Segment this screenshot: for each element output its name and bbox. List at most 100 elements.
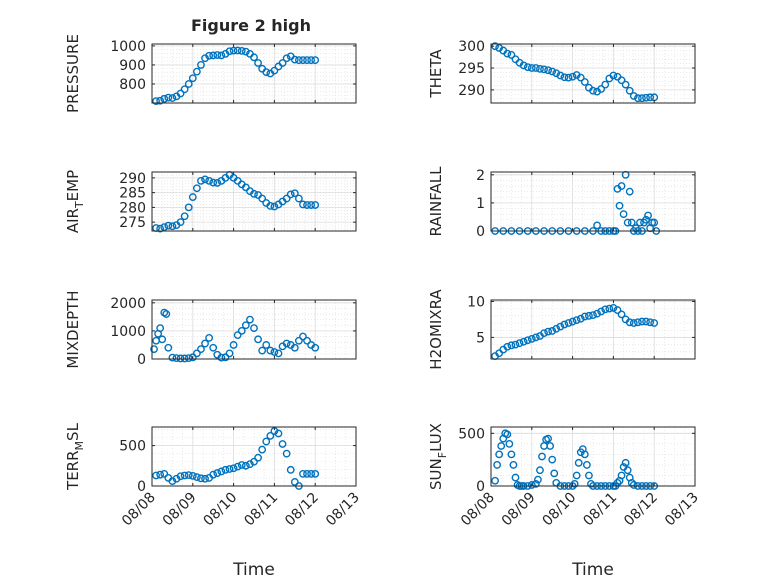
theta-point: [568, 72, 577, 81]
air-temp-point: [164, 221, 173, 230]
air-temp-point: [241, 183, 250, 192]
sun-flux-xtick-label: 08/13: [662, 490, 702, 530]
theta-point: [560, 73, 569, 82]
sun-flux-ytick-label: 500: [458, 426, 485, 442]
theta-ytick-label: 300: [458, 39, 485, 55]
subplot-h2omixra: 5 10 H2OMIXRA: [427, 289, 696, 370]
sun-flux-point: [585, 471, 593, 480]
air-temp-point: [192, 184, 201, 193]
air-temp-axes-box: [151, 171, 357, 232]
sun-flux-point: [548, 455, 557, 464]
pressure-point: [188, 74, 197, 83]
terr-msl-point: [188, 471, 197, 480]
air-temp-ytick-label: 280: [119, 200, 146, 216]
theta-point: [601, 80, 610, 89]
rainfall-ytick-label: 1: [476, 196, 485, 212]
terr-msl-ytick-label: 500: [119, 439, 146, 455]
rainfall-point: [636, 218, 644, 227]
mixdepth-point: [237, 327, 246, 335]
mixdepth-point: [158, 335, 167, 344]
h2omixra-series: [491, 304, 659, 361]
h2omixra-point: [638, 317, 646, 326]
h2omixra-point: [540, 329, 548, 337]
terr-msl-xtick-label: 08/10: [201, 490, 241, 530]
sun-flux-point: [507, 450, 516, 459]
terr-msl-xtick-label: 08/13: [323, 490, 363, 530]
mixdepth-point: [201, 339, 209, 348]
mixdepth-plot-area: [152, 300, 356, 359]
pressure-point: [164, 93, 173, 102]
terr-msl-point: [209, 470, 218, 479]
h2omixra-point: [527, 334, 536, 343]
terr-msl-point: [299, 469, 307, 478]
mixdepth-point: [303, 336, 311, 345]
sun-flux-xtick-label: 08/10: [540, 490, 580, 530]
pressure-plot-area: [152, 44, 356, 103]
pressure-point: [213, 51, 222, 59]
pressure-point: [184, 80, 193, 88]
terr-msl-point: [262, 437, 271, 446]
theta-point: [503, 49, 512, 58]
mixdepth-point: [205, 334, 214, 342]
mixdepth-point: [168, 353, 177, 362]
air-temp-point: [258, 194, 267, 203]
pressure-point: [160, 94, 169, 103]
terr-msl-point: [156, 470, 165, 479]
pressure-point: [299, 56, 307, 65]
mixdepth-ylabel: MIXDEPTH: [64, 290, 82, 368]
air-temp-point: [197, 176, 205, 185]
theta-point: [589, 86, 597, 95]
terr-msl-point: [225, 465, 234, 473]
theta-point: [597, 85, 606, 93]
pressure-point: [152, 97, 160, 105]
terr-msl-point: [266, 431, 275, 440]
theta-point: [576, 73, 585, 82]
terr-msl-point: [201, 474, 209, 483]
sun-flux-point: [509, 461, 518, 469]
mixdepth-point: [221, 353, 230, 362]
theta-point: [646, 93, 655, 102]
air-temp-point: [311, 201, 320, 209]
theta-ylabel: THETA: [427, 49, 445, 99]
sun-flux-point: [617, 471, 626, 480]
air-temp-point: [209, 178, 218, 187]
pressure-point: [307, 56, 316, 65]
mixdepth-point: [156, 324, 165, 332]
rainfall-plot-area: [491, 172, 695, 231]
terr-msl-point: [241, 461, 250, 470]
mixdepth-point: [311, 343, 320, 352]
rainfall-point: [650, 218, 659, 227]
terr-msl-point: [197, 474, 205, 483]
theta-point: [519, 61, 528, 70]
subplot-rainfall: 0 1 2 RAINFALL: [427, 166, 696, 240]
sun-flux-point: [582, 461, 591, 469]
sun-flux-point: [503, 430, 512, 439]
pressure-point: [270, 66, 279, 75]
theta-point: [625, 86, 634, 95]
mixdepth-point: [241, 321, 250, 330]
sun-flux-point: [574, 458, 583, 467]
figure-title: Figure 2 high: [191, 16, 311, 35]
terr-msl-axes-box: [151, 426, 357, 487]
theta-axes-box: [490, 43, 696, 104]
h2omixra-point: [609, 304, 618, 312]
theta-point: [621, 80, 630, 89]
air-temp-point: [160, 223, 169, 232]
air-temp-point: [168, 222, 177, 231]
sun-flux-axes-box: [490, 426, 696, 487]
sun-flux-point: [546, 442, 555, 450]
terr-msl-ylabel: TERRMSL: [64, 422, 86, 491]
theta-point: [536, 65, 544, 73]
theta-ytick-label: 295: [458, 61, 485, 77]
pressure-point: [176, 89, 185, 98]
h2omixra-ylabel: H2OMIXRA: [427, 289, 445, 370]
air-temp-ytick-label: 275: [119, 215, 146, 231]
theta-ytick-label: 290: [458, 83, 485, 99]
terr-msl-point: [233, 462, 242, 471]
pressure-point: [254, 59, 262, 67]
terr-msl-point: [221, 465, 230, 474]
air-temp-point: [176, 218, 185, 227]
mixdepth-ytick-label: 0: [137, 352, 146, 368]
h2omixra-point: [568, 317, 577, 326]
